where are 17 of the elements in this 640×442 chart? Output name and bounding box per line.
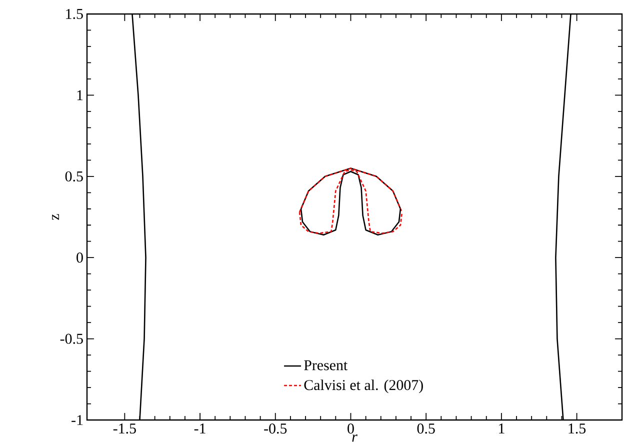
x-tick-label: 0.5 xyxy=(417,424,435,434)
x-tick-label: 0 xyxy=(348,424,354,434)
y-axis-title: z xyxy=(52,214,59,220)
legend-label: Present xyxy=(304,360,348,370)
y-tick-label: -1 xyxy=(72,415,83,425)
y-tick-label: 1.5 xyxy=(66,8,83,20)
legend-label: Calvisi et al. (2007) xyxy=(304,380,423,394)
x-axis-title: r xyxy=(352,434,358,442)
y-tick-label: -0.5 xyxy=(60,334,83,344)
y-tick-label: 0.5 xyxy=(65,171,83,182)
x-tick-label: -0.5 xyxy=(264,424,287,434)
x-tick-label: 1 xyxy=(499,424,504,434)
x-tick-label: 1.5 xyxy=(568,424,586,434)
x-tick-label: -1.5 xyxy=(113,424,136,434)
y-tick-label: 1 xyxy=(77,90,83,100)
y-tick-label: 0 xyxy=(76,252,83,263)
x-tick-label: -1 xyxy=(194,424,206,434)
